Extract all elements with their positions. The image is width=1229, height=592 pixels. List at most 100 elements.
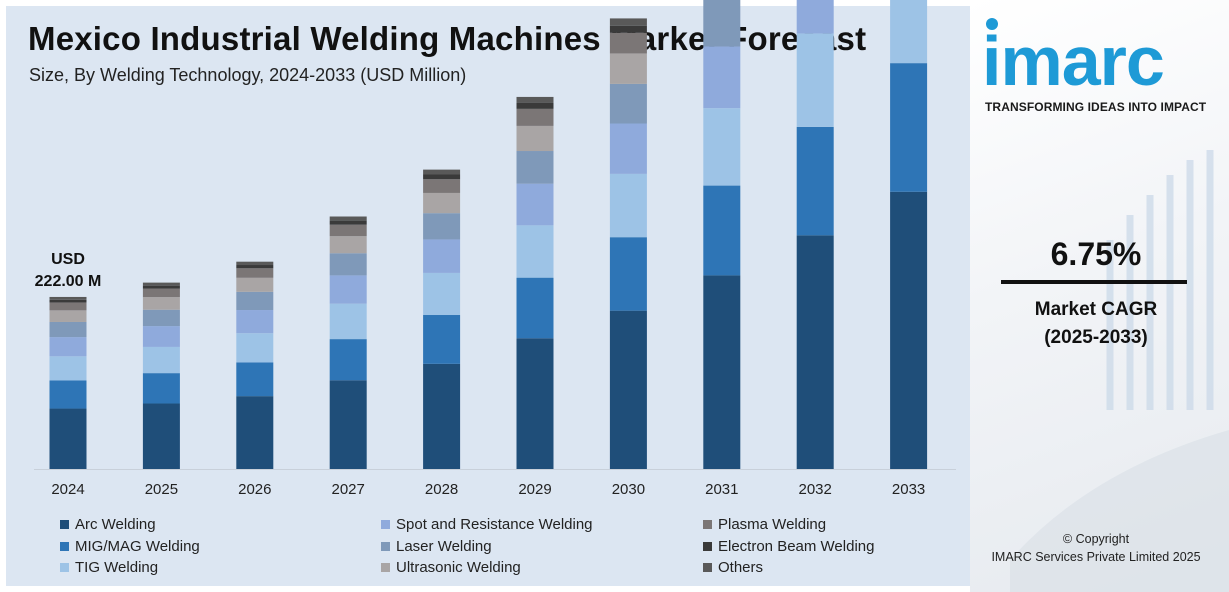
legend-swatch bbox=[60, 520, 69, 530]
bar-segment bbox=[49, 302, 87, 311]
bar-segment bbox=[609, 18, 647, 26]
bar-segment bbox=[329, 303, 367, 340]
bar-segment bbox=[142, 288, 180, 298]
legend-item: TIG Welding bbox=[60, 557, 381, 579]
bar-segment bbox=[329, 224, 367, 237]
bar-segment bbox=[329, 216, 367, 221]
bar-segment bbox=[142, 285, 180, 289]
bar-segment bbox=[142, 403, 180, 469]
logo-dot-icon bbox=[986, 18, 998, 30]
bar-segment bbox=[423, 174, 461, 180]
legend-swatch bbox=[381, 520, 390, 530]
legend-label: Spot and Resistance Welding bbox=[396, 516, 593, 534]
bar-segment bbox=[49, 380, 87, 409]
brand-sidebar: imarc TRANSFORMING IDEAS INTO IMPACT 6.7… bbox=[970, 0, 1229, 592]
legend-item: MIG/MAG Welding bbox=[60, 536, 381, 558]
bar-segment bbox=[423, 239, 461, 273]
legend-item: Plasma Welding bbox=[703, 514, 953, 536]
bar-segment bbox=[423, 363, 461, 469]
bar-segment bbox=[703, 185, 741, 276]
x-tick-label: 2031 bbox=[705, 481, 738, 498]
bar-segment bbox=[516, 96, 554, 103]
legend-label: Laser Welding bbox=[396, 537, 492, 555]
bar-segment bbox=[609, 25, 647, 33]
legend-label: TIG Welding bbox=[75, 559, 159, 577]
bar-segment bbox=[516, 225, 554, 278]
bar-segment bbox=[329, 236, 367, 254]
bar-segment bbox=[516, 125, 554, 152]
legend-swatch bbox=[60, 541, 69, 551]
bar-segment bbox=[236, 291, 274, 311]
bar-segment bbox=[236, 362, 274, 397]
cagr-divider bbox=[1001, 280, 1187, 284]
legend-item: Ultrasonic Welding bbox=[381, 557, 703, 579]
bar-segment bbox=[423, 179, 461, 193]
bar-segment bbox=[703, 0, 741, 47]
legend-label: Arc Welding bbox=[75, 516, 156, 534]
bar-segment bbox=[423, 192, 461, 214]
bar-segment bbox=[423, 213, 461, 240]
bar-segment bbox=[49, 310, 87, 322]
bar-segment bbox=[703, 275, 741, 469]
logo-tagline: TRANSFORMING IDEAS INTO IMPACT bbox=[985, 100, 1207, 114]
bar-segment bbox=[796, 33, 834, 127]
bar-segment bbox=[329, 253, 367, 276]
total-value-label: 222.00 M bbox=[35, 273, 102, 290]
bar-segment bbox=[236, 277, 274, 292]
copyright-line: © Copyright bbox=[1062, 532, 1130, 546]
legend-label: MIG/MAG Welding bbox=[75, 537, 200, 555]
legend-label: Others bbox=[718, 559, 764, 577]
bar-segment bbox=[142, 297, 180, 310]
bar-segment bbox=[890, 191, 928, 469]
bar-segment bbox=[236, 310, 274, 334]
total-value-label: USD bbox=[51, 251, 85, 268]
legend-item: Laser Welding bbox=[381, 536, 703, 558]
bar-segment bbox=[516, 277, 554, 339]
bar-segment bbox=[236, 396, 274, 469]
bar-segment bbox=[329, 380, 367, 469]
stacked-bar-chart: 2024 2025 2026 2027 2028 2029 2030 2031 2032 2033… bbox=[34, 0, 956, 498]
x-tick-label: 2027 bbox=[332, 481, 365, 498]
cagr-period: (2025-2033) bbox=[1044, 327, 1148, 348]
bar-segment bbox=[142, 346, 180, 374]
legend-swatch bbox=[703, 541, 712, 551]
bar-segment bbox=[609, 123, 647, 174]
bar-segment bbox=[142, 373, 180, 404]
imarc-logo: imarc bbox=[982, 22, 1165, 100]
bar-segment bbox=[236, 265, 274, 269]
bar-segment bbox=[609, 83, 647, 124]
x-tick-label: 2030 bbox=[612, 481, 645, 498]
bar-segment bbox=[796, 235, 834, 469]
bar-segment bbox=[236, 333, 274, 363]
x-tick-label: 2029 bbox=[518, 481, 551, 498]
legend-label: Plasma Welding bbox=[718, 516, 827, 534]
copyright-owner: IMARC Services Private Limited 2025 bbox=[991, 550, 1201, 564]
bar-segment bbox=[49, 296, 87, 300]
bar-segment bbox=[703, 108, 741, 186]
cagr-value: 6.75% bbox=[1050, 236, 1142, 272]
x-tick-label: 2033 bbox=[892, 481, 925, 498]
background-chart-decoration bbox=[1010, 150, 1229, 592]
x-tick-label: 2024 bbox=[51, 481, 84, 498]
bar-segment bbox=[49, 408, 87, 469]
legend-item: Electron Beam Welding bbox=[703, 536, 953, 558]
bar-segment bbox=[516, 338, 554, 469]
legend-swatch bbox=[381, 563, 390, 573]
x-tick-label: 2026 bbox=[238, 481, 271, 498]
bar-segment bbox=[703, 46, 741, 109]
legend-item: Spot and Resistance Welding bbox=[381, 514, 703, 536]
x-tick-label: 2028 bbox=[425, 481, 458, 498]
x-tick-label: 2025 bbox=[145, 481, 178, 498]
legend-swatch bbox=[60, 563, 69, 573]
bar-segment bbox=[142, 326, 180, 347]
legend-label: Ultrasonic Welding bbox=[396, 559, 521, 577]
bar-segment bbox=[142, 309, 180, 327]
legend-label: Electron Beam Welding bbox=[718, 537, 875, 555]
bar-segment bbox=[609, 310, 647, 469]
legend-swatch bbox=[381, 541, 390, 551]
bar-segment bbox=[423, 272, 461, 316]
bar-segment bbox=[49, 299, 87, 303]
bar-segment bbox=[516, 108, 554, 126]
bar-segment bbox=[236, 261, 274, 266]
x-tick-label: 2032 bbox=[799, 481, 832, 498]
